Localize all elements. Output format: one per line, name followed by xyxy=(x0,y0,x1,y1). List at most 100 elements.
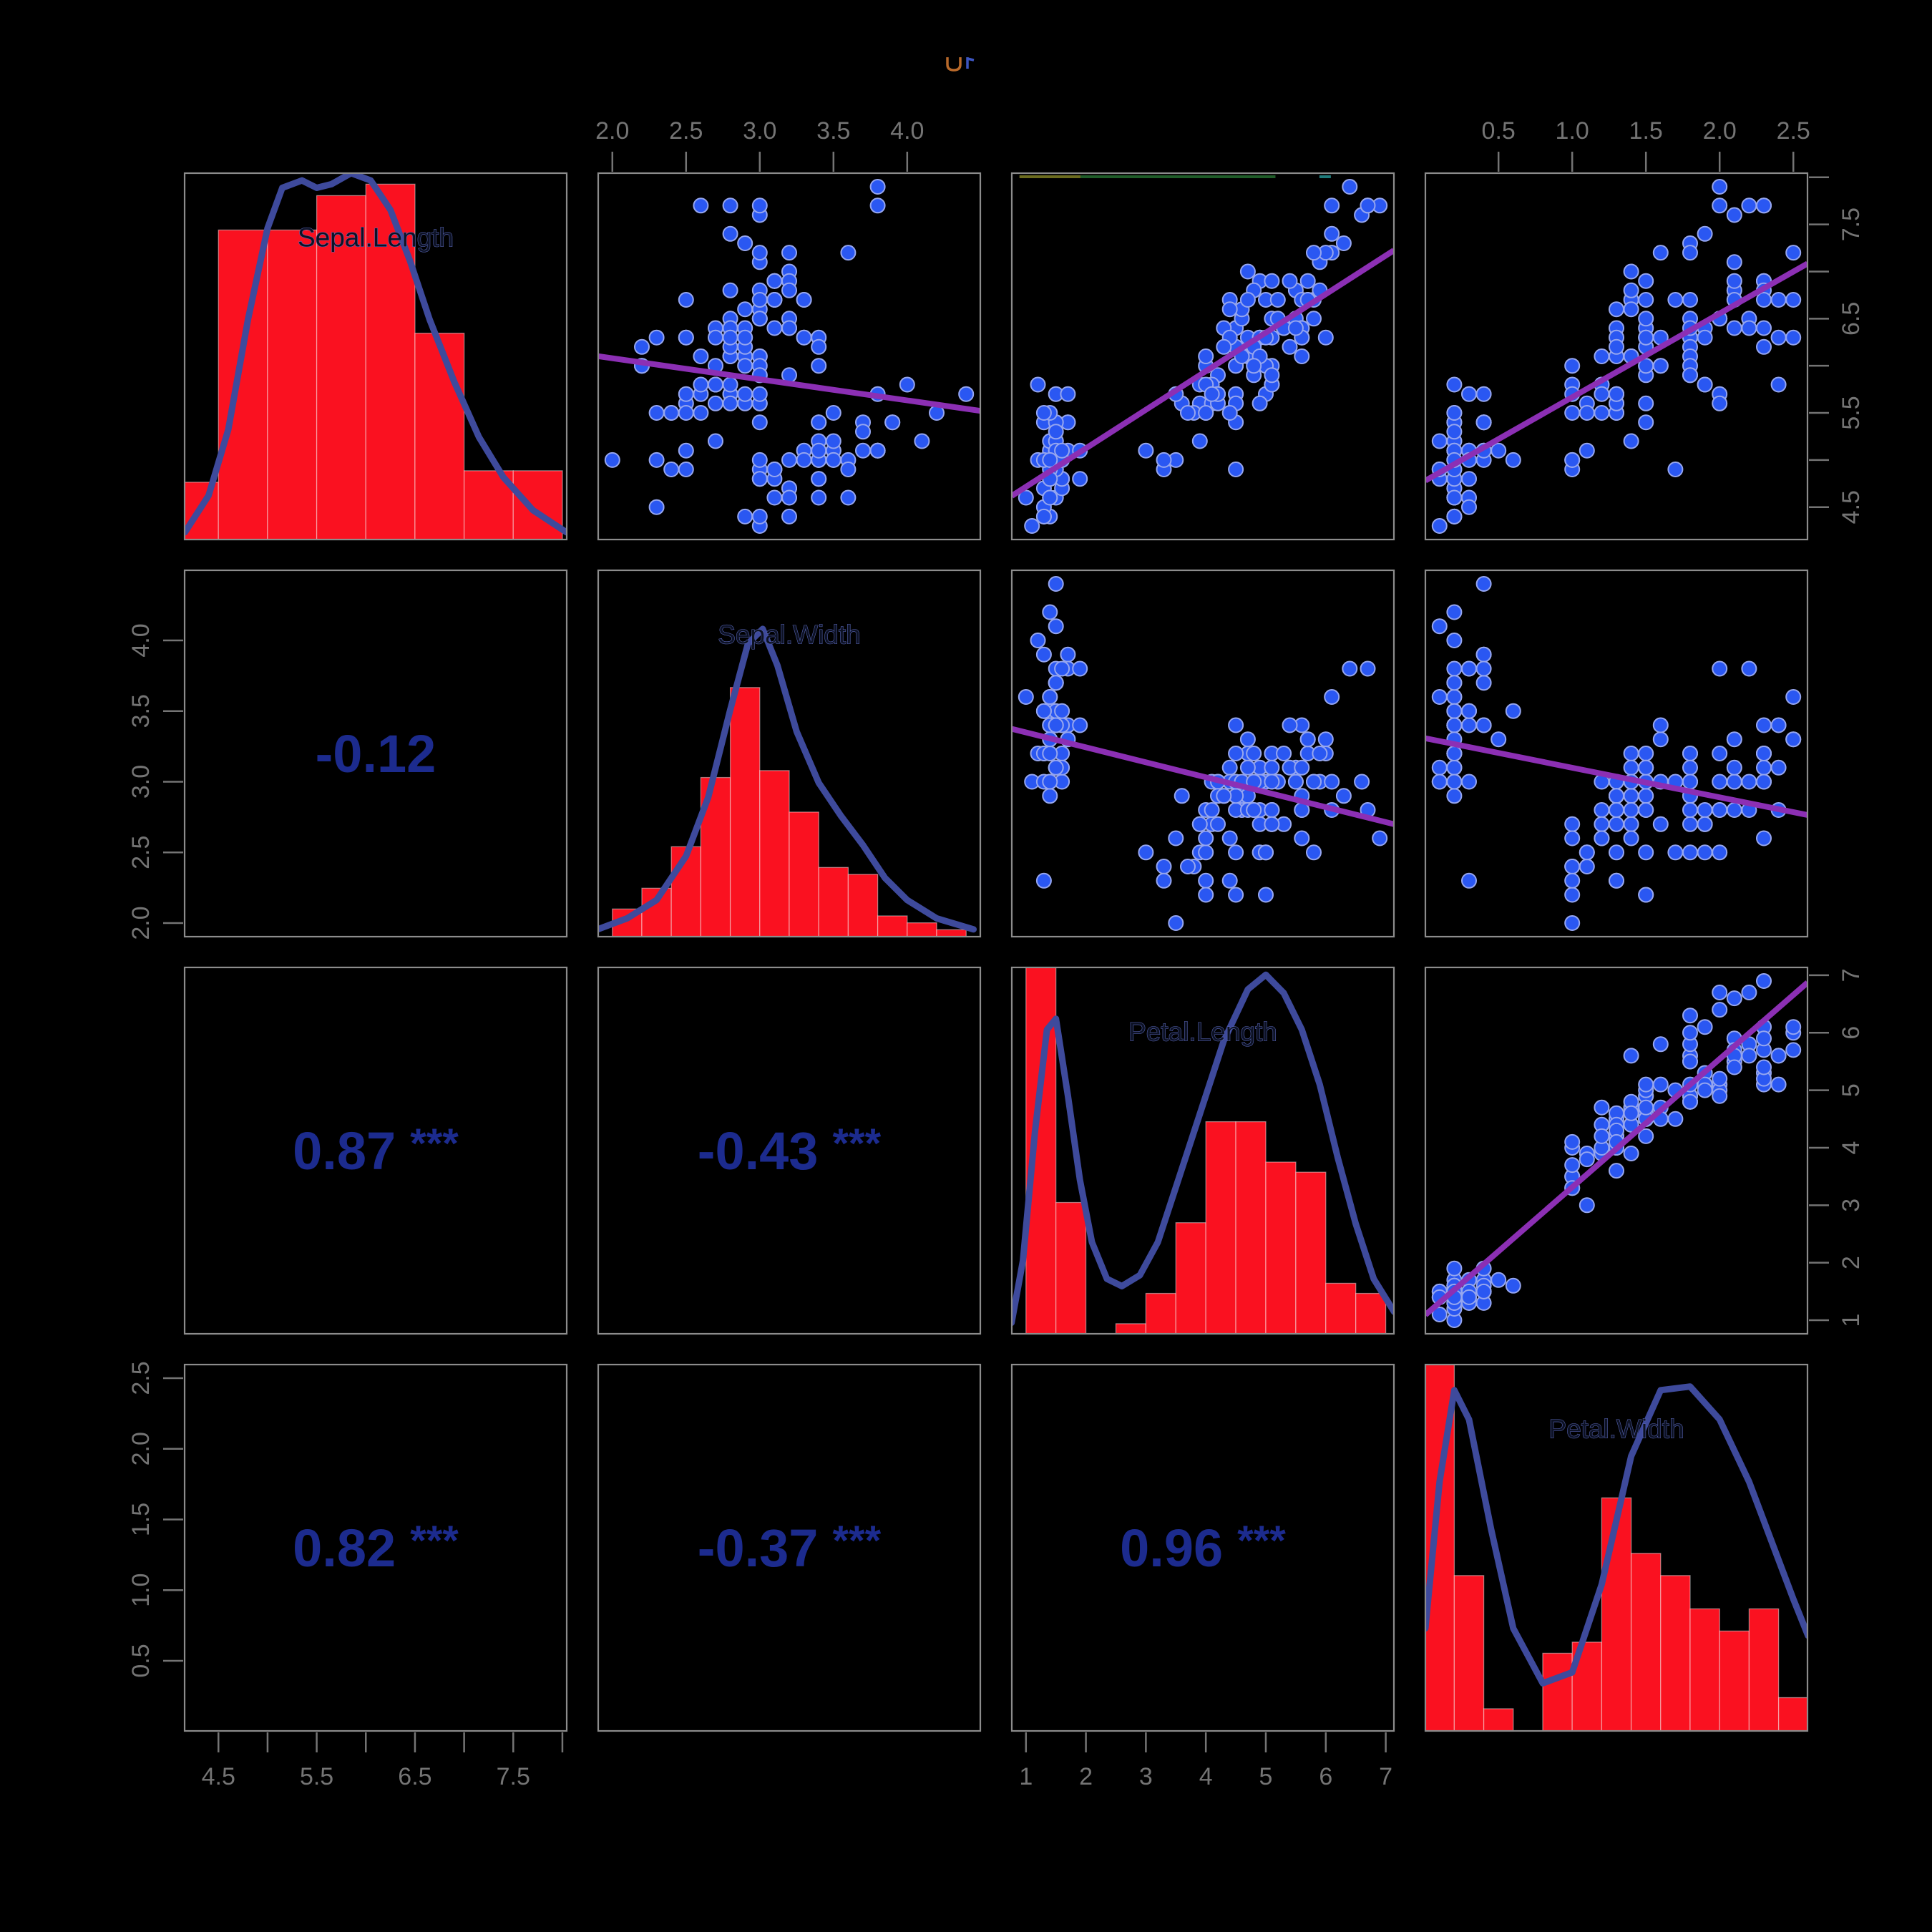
data-point xyxy=(1221,872,1238,889)
data-point xyxy=(1072,471,1088,487)
axis-tick-label: 0.5 xyxy=(1482,117,1516,145)
data-point xyxy=(1287,320,1304,336)
scatter-Sepal.Width-vs-Petal.Length xyxy=(1018,576,1388,931)
data-point xyxy=(1697,844,1713,861)
density-curve-Petal.Length xyxy=(1012,971,1394,1327)
axis-tick-label: 2 xyxy=(1079,1763,1093,1790)
data-point xyxy=(1505,703,1521,719)
axis-tick-label: 5 xyxy=(1838,1083,1865,1097)
data-point xyxy=(648,499,665,515)
data-point xyxy=(1564,1157,1581,1174)
data-point xyxy=(1726,320,1742,336)
data-point xyxy=(1072,717,1088,733)
data-point xyxy=(1564,405,1581,421)
data-point xyxy=(1042,452,1058,468)
data-point xyxy=(1756,759,1772,776)
data-point xyxy=(751,311,768,327)
data-point xyxy=(722,395,738,411)
data-point xyxy=(1785,1019,1802,1035)
data-point xyxy=(1579,405,1595,421)
data-point xyxy=(1770,376,1787,393)
correlation-stars: *** xyxy=(832,1518,881,1564)
histogram-bar xyxy=(316,195,366,540)
histogram-bar xyxy=(818,867,849,937)
panel-r1c3 xyxy=(1010,172,1395,541)
data-point xyxy=(1264,759,1280,776)
correlation-Petal.Width-vs-Sepal.Width: -0.37 *** xyxy=(698,1518,882,1578)
data-point xyxy=(1191,816,1208,832)
data-point xyxy=(1446,376,1463,393)
data-point xyxy=(899,376,915,393)
data-point xyxy=(1741,1048,1757,1064)
data-point xyxy=(1756,830,1772,847)
data-point xyxy=(1564,830,1581,847)
panel-border xyxy=(183,1363,568,1732)
data-point xyxy=(1264,816,1280,832)
data-point xyxy=(1623,282,1639,298)
panel-border xyxy=(1010,1363,1395,1732)
data-point xyxy=(1682,1053,1698,1070)
histogram-bar xyxy=(1115,1323,1147,1334)
data-point xyxy=(678,462,694,477)
data-point xyxy=(1712,395,1728,411)
data-point xyxy=(737,508,753,525)
data-point xyxy=(751,508,768,525)
data-point xyxy=(1712,1088,1728,1104)
histogram-Sepal.Length xyxy=(185,183,563,540)
data-point xyxy=(1198,348,1214,364)
regression-line xyxy=(1425,980,1807,1317)
data-point xyxy=(811,471,827,487)
data-point xyxy=(1667,844,1684,861)
data-point xyxy=(1475,675,1492,691)
data-point xyxy=(1712,179,1728,195)
data-point xyxy=(1239,759,1256,776)
data-point xyxy=(1054,703,1070,719)
data-point xyxy=(1491,731,1507,748)
correlation-value: -0.37 xyxy=(698,1518,819,1578)
data-point xyxy=(1294,348,1310,364)
data-point xyxy=(1564,859,1581,874)
axis-tick-label: 7 xyxy=(1379,1763,1392,1790)
data-point xyxy=(1180,859,1196,874)
panel-border xyxy=(183,569,568,938)
data-point xyxy=(869,197,886,214)
data-point xyxy=(693,348,709,364)
data-point xyxy=(796,292,812,308)
data-point xyxy=(1156,859,1172,874)
correlation-value: -0.43 xyxy=(698,1121,819,1181)
data-point xyxy=(1048,618,1064,635)
correlation-stars: *** xyxy=(410,1518,459,1564)
data-point xyxy=(1446,660,1463,677)
data-point xyxy=(1446,489,1463,506)
data-point xyxy=(1623,1105,1639,1121)
data-point xyxy=(1741,660,1757,677)
data-point xyxy=(1342,179,1358,195)
data-point xyxy=(1770,329,1787,346)
data-point xyxy=(722,376,738,393)
panel-r1c4 xyxy=(1424,172,1809,541)
axis-top-Petal.Width: 0.5 1.0 1.5 2.0 2.5 xyxy=(1482,117,1810,172)
data-point xyxy=(1216,338,1232,355)
data-point xyxy=(1697,802,1713,818)
data-point xyxy=(1623,746,1639,761)
axis-tick-label: 4.5 xyxy=(202,1763,235,1790)
histogram-bar xyxy=(365,183,416,540)
data-point xyxy=(1072,660,1088,677)
data-point xyxy=(1282,338,1298,355)
data-point xyxy=(1726,731,1742,748)
histogram-bar xyxy=(877,915,908,937)
axis-right-Sepal.Length: 4.5 5.5 6.5 7.5 xyxy=(1809,176,1865,524)
data-point xyxy=(1579,859,1595,874)
panel-r1c1: Sepal.Length xyxy=(183,172,568,541)
data-point xyxy=(1667,292,1684,308)
data-point xyxy=(1594,1099,1610,1116)
data-point xyxy=(1638,746,1654,761)
histogram-bar xyxy=(1777,1697,1807,1731)
data-point xyxy=(1638,788,1654,804)
data-point xyxy=(1431,1307,1448,1322)
data-point xyxy=(1682,245,1698,261)
data-point xyxy=(1726,759,1742,776)
data-point xyxy=(766,462,783,477)
data-point xyxy=(869,179,886,195)
axis-tick-label: 1.5 xyxy=(127,1503,155,1536)
